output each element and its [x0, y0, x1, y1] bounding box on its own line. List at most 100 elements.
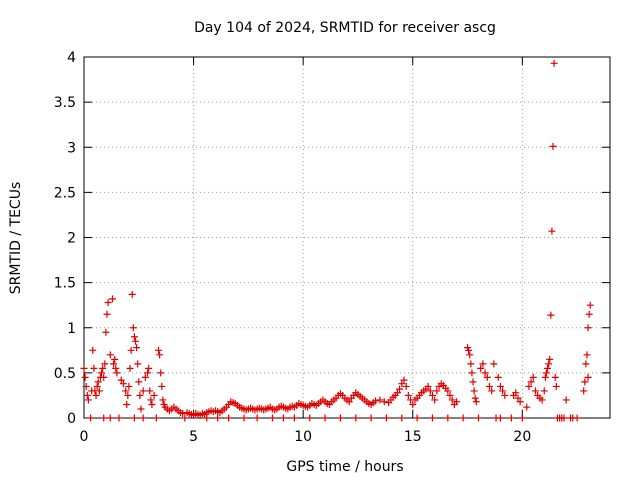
- data-point: [459, 414, 467, 422]
- data-point: [122, 387, 130, 395]
- data-point: [396, 385, 404, 393]
- data-point: [124, 391, 132, 399]
- data-point: [123, 400, 131, 408]
- data-point: [469, 378, 477, 386]
- data-point: [398, 414, 406, 422]
- data-point: [132, 337, 140, 345]
- data-point: [80, 364, 88, 372]
- data-point: [398, 380, 406, 388]
- data-point: [129, 324, 137, 332]
- data-point: [400, 376, 408, 384]
- data-point: [94, 378, 102, 386]
- data-point: [560, 414, 568, 422]
- data-point: [468, 369, 476, 377]
- data-point: [112, 364, 120, 372]
- data-point: [583, 351, 591, 359]
- data-point: [444, 387, 452, 395]
- data-point: [584, 324, 592, 332]
- data-point: [585, 310, 593, 318]
- data-point: [465, 346, 473, 354]
- data-point: [525, 382, 533, 390]
- data-point: [290, 414, 298, 422]
- data-point: [541, 373, 549, 381]
- data-point: [126, 364, 134, 372]
- data-point: [380, 398, 388, 406]
- data-point: [134, 360, 142, 368]
- data-point: [240, 414, 248, 422]
- data-point: [152, 414, 160, 422]
- data-point: [102, 328, 110, 336]
- data-point: [371, 397, 379, 405]
- data-point: [531, 387, 539, 395]
- data-point: [466, 351, 474, 359]
- data-point: [336, 414, 344, 422]
- data-point: [100, 414, 108, 422]
- data-point: [580, 387, 588, 395]
- data-point: [179, 409, 187, 417]
- data-point: [490, 360, 498, 368]
- data-point: [225, 414, 233, 422]
- data-point: [586, 301, 594, 309]
- y-tick-label: 2: [67, 231, 76, 247]
- y-tick-label: 4: [67, 50, 76, 66]
- data-point: [404, 391, 412, 399]
- data-point: [110, 360, 118, 368]
- x-tick-label: 20: [513, 429, 531, 445]
- data-point: [547, 311, 555, 319]
- data-point: [100, 373, 108, 381]
- data-point: [472, 398, 480, 406]
- data-point: [130, 333, 138, 341]
- x-tick-label: 5: [189, 429, 198, 445]
- data-point: [550, 59, 558, 67]
- data-point: [93, 382, 101, 390]
- data-point: [376, 396, 384, 404]
- data-point: [139, 387, 147, 395]
- y-tick-label: 0: [67, 411, 76, 427]
- data-point: [82, 382, 90, 390]
- data-point: [136, 391, 144, 399]
- data-point: [139, 414, 147, 422]
- data-point: [446, 391, 454, 399]
- data-point: [512, 389, 520, 397]
- data-point: [551, 373, 559, 381]
- data-point: [253, 414, 261, 422]
- data-point: [108, 295, 116, 303]
- data-point: [101, 360, 109, 368]
- data-point: [203, 414, 211, 422]
- y-tick-label: 3.5: [54, 95, 76, 111]
- data-point: [214, 414, 222, 422]
- data-point: [158, 382, 166, 390]
- data-point: [501, 391, 509, 399]
- data-point: [402, 382, 410, 390]
- data-point: [141, 373, 149, 381]
- data-point: [115, 414, 123, 422]
- data-point: [92, 391, 100, 399]
- data-point: [393, 389, 401, 397]
- data-point: [345, 398, 353, 406]
- x-tick-label: 10: [294, 429, 312, 445]
- data-point: [496, 414, 504, 422]
- data-point: [494, 373, 502, 381]
- data-point: [89, 346, 97, 354]
- data-point: [98, 369, 106, 377]
- data-point: [119, 380, 127, 388]
- data-point: [453, 398, 461, 406]
- data-point: [104, 298, 112, 306]
- chart-title: Day 104 of 2024, SRMTID for receiver asc…: [194, 20, 496, 36]
- data-point: [538, 396, 546, 404]
- data-point: [90, 364, 98, 372]
- data-point: [145, 364, 153, 372]
- data-point: [540, 387, 548, 395]
- data-point: [306, 414, 314, 422]
- data-point: [157, 369, 165, 377]
- x-tick-label: 0: [80, 429, 89, 445]
- data-point: [475, 414, 482, 422]
- data-point: [496, 382, 504, 390]
- y-tick-label: 1.5: [54, 276, 76, 292]
- data-point: [488, 387, 496, 395]
- data-point: [428, 414, 436, 422]
- data-point: [529, 373, 537, 381]
- data-point: [544, 364, 552, 372]
- x-tick-label: 15: [404, 429, 422, 445]
- data-point: [106, 414, 114, 422]
